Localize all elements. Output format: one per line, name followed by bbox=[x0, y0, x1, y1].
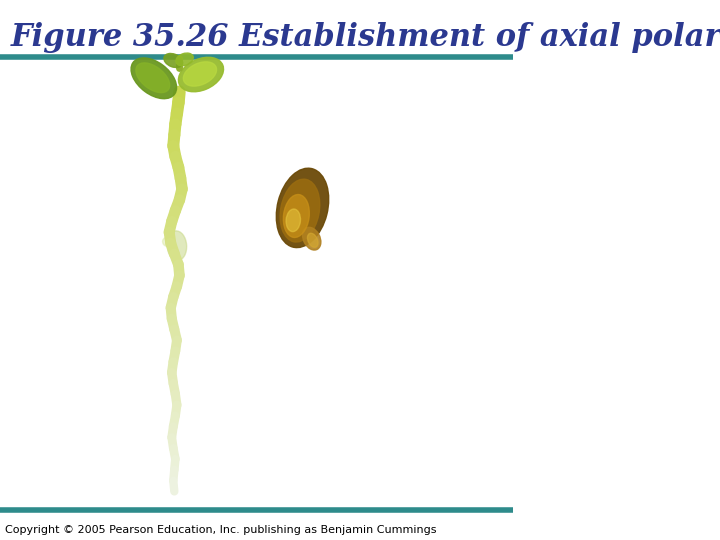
Text: Figure 35.26 Establishment of axial polarity: Figure 35.26 Establishment of axial pola… bbox=[10, 22, 720, 52]
Ellipse shape bbox=[179, 57, 223, 92]
Ellipse shape bbox=[276, 168, 329, 248]
Ellipse shape bbox=[284, 194, 310, 238]
Text: Copyright © 2005 Pearson Education, Inc. publishing as Benjamin Cummings: Copyright © 2005 Pearson Education, Inc.… bbox=[5, 524, 436, 535]
Ellipse shape bbox=[184, 62, 217, 86]
Ellipse shape bbox=[136, 63, 170, 93]
Ellipse shape bbox=[302, 227, 321, 250]
Ellipse shape bbox=[176, 53, 193, 66]
Ellipse shape bbox=[286, 209, 300, 232]
Ellipse shape bbox=[280, 179, 320, 242]
Ellipse shape bbox=[164, 53, 183, 68]
Ellipse shape bbox=[307, 233, 318, 247]
Ellipse shape bbox=[167, 231, 186, 260]
Ellipse shape bbox=[131, 58, 176, 99]
Ellipse shape bbox=[163, 237, 174, 247]
